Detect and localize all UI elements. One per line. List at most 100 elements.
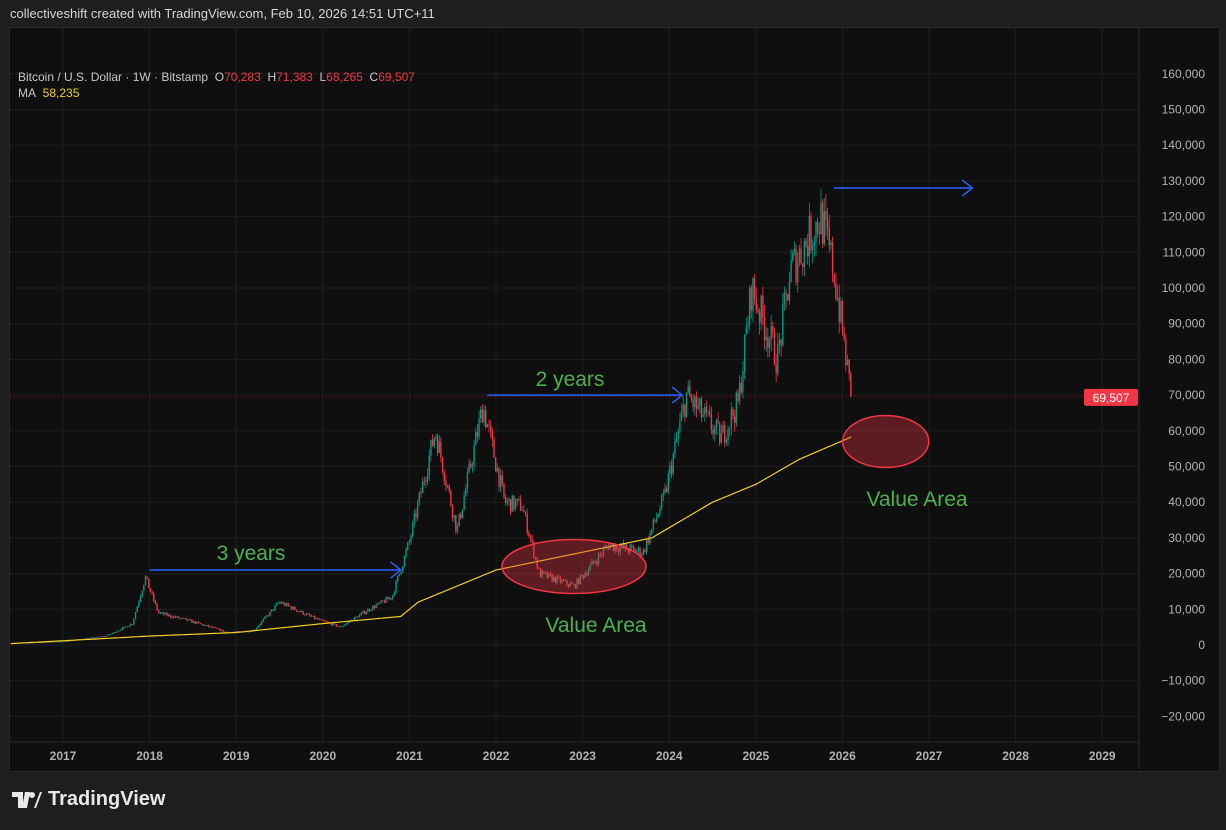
candle-body (335, 624, 338, 627)
candle-body (538, 567, 540, 569)
candle-body (465, 488, 467, 497)
candle-body (705, 407, 708, 412)
candle-body (682, 404, 684, 412)
candle-body (783, 292, 786, 304)
candle-body (466, 472, 469, 489)
candle-body (407, 542, 409, 550)
y-tick-label: 40,000 (1168, 495, 1205, 509)
candle-body (90, 637, 92, 639)
candle-body (529, 536, 532, 540)
candle-body (753, 278, 756, 299)
candle-body (471, 464, 474, 468)
candle-body (207, 625, 210, 627)
candle-body (655, 517, 658, 522)
candle-body (126, 626, 128, 628)
x-tick-label: 2018 (136, 749, 163, 763)
candle-body (300, 611, 303, 612)
candle-body (415, 513, 417, 518)
candle-body (641, 554, 643, 556)
candle-body (309, 614, 311, 616)
candle-body (96, 636, 99, 638)
candle-body (712, 429, 714, 434)
candle-body (460, 513, 462, 518)
candle-body (372, 606, 374, 611)
tradingview-logo[interactable]: TradingView (12, 788, 165, 811)
candle-body (695, 396, 698, 409)
y-tick-label: 160,000 (1162, 67, 1206, 81)
candle-body (385, 597, 387, 603)
candle-body (531, 539, 533, 542)
candle-body (163, 612, 165, 615)
candle-body (508, 499, 510, 502)
y-tick-label: 90,000 (1168, 317, 1205, 331)
candle-body (523, 510, 525, 513)
candle-body (833, 274, 835, 283)
candle-body (669, 465, 671, 475)
candle-body (626, 544, 628, 550)
candle-body (118, 630, 120, 632)
candle-body (368, 609, 371, 611)
candle-body (601, 554, 603, 556)
candle-body (113, 632, 115, 634)
candle-body (134, 612, 137, 619)
candle-body (624, 544, 626, 548)
candle-body (488, 424, 490, 426)
candle-body (217, 628, 220, 630)
candle-body (123, 626, 125, 628)
candle-body (561, 580, 563, 583)
candle-body (141, 590, 143, 597)
candle-body (224, 631, 226, 633)
candle-body (128, 626, 130, 628)
candle-body (425, 480, 427, 483)
candle-body (579, 574, 582, 585)
candle-body (526, 513, 528, 533)
candle-body (793, 248, 796, 254)
candle-body (772, 325, 774, 333)
candle-body (324, 620, 326, 622)
candle-body (514, 501, 517, 509)
value-area-label: Value Area (545, 614, 647, 637)
candle-body (475, 432, 477, 446)
candle-body (259, 624, 261, 626)
candle-body (144, 576, 147, 585)
candle-body (267, 615, 269, 617)
candle-body (186, 618, 188, 621)
candle-body (397, 575, 399, 582)
candle-body (131, 624, 133, 625)
candle-body (320, 619, 323, 621)
candle-body (644, 549, 646, 552)
y-tick-label: −10,000 (1161, 674, 1205, 688)
candle-body (581, 574, 583, 576)
candle-body (156, 603, 158, 611)
candle-body (451, 505, 454, 518)
candle-body (299, 611, 301, 613)
candle-body (489, 425, 492, 432)
candle-body (818, 232, 821, 235)
candle-body (684, 404, 686, 417)
candle-body (450, 490, 452, 506)
y-tick-label: 60,000 (1168, 424, 1205, 438)
candle-body (808, 215, 811, 257)
candle-body (382, 600, 384, 602)
candle-body (106, 635, 109, 637)
candle-body (181, 617, 183, 619)
candle-body (645, 539, 648, 552)
candle-body (704, 407, 706, 415)
candle-body (675, 438, 678, 442)
candle-body (418, 492, 421, 503)
candle-body (400, 571, 402, 574)
candle-body (327, 621, 329, 623)
candle-body (755, 298, 757, 310)
candle-body (503, 483, 505, 498)
candle-body (836, 297, 839, 299)
candle-body (411, 522, 414, 536)
candle-body (124, 626, 127, 628)
candle-body (46, 641, 49, 643)
candle-body (445, 481, 447, 486)
candle-body (828, 228, 830, 246)
candle-body (748, 287, 751, 326)
arrow-head-icon (390, 561, 402, 579)
y-tick-label: −20,000 (1161, 709, 1205, 723)
candle-body (670, 465, 673, 474)
